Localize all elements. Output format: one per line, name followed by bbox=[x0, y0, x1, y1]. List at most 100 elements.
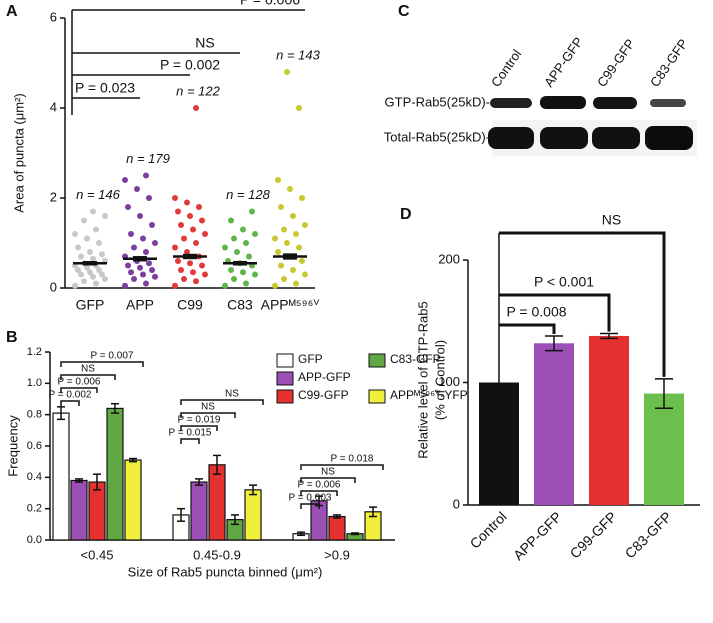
dot bbox=[187, 260, 193, 267]
p-value: P < 0.001 bbox=[534, 274, 594, 290]
dot bbox=[202, 271, 208, 278]
dot bbox=[134, 186, 140, 192]
dot bbox=[125, 262, 131, 269]
p-value: NS bbox=[602, 212, 621, 228]
dot bbox=[190, 226, 196, 233]
lane-label: C83-GFP bbox=[647, 36, 691, 90]
bar bbox=[644, 393, 684, 505]
dot bbox=[172, 244, 178, 251]
x-tick-label: APP-GFP bbox=[510, 508, 565, 563]
dot bbox=[87, 269, 93, 276]
lane-label: APP-GFP bbox=[541, 34, 586, 89]
dot bbox=[281, 276, 287, 282]
dot bbox=[81, 278, 87, 285]
dot bbox=[143, 249, 149, 255]
p-value: P = 0.006 bbox=[58, 377, 101, 388]
dot bbox=[78, 253, 84, 260]
dot bbox=[243, 240, 249, 246]
dot bbox=[122, 282, 128, 289]
y-tick-label: 0.6 bbox=[27, 440, 42, 452]
p-value: P = 0.019 bbox=[178, 415, 221, 426]
dot bbox=[125, 204, 131, 210]
bracket bbox=[180, 438, 200, 444]
dot bbox=[140, 235, 146, 242]
dot bbox=[196, 204, 202, 210]
dot bbox=[96, 240, 102, 246]
y-tick-label: 1.0 bbox=[27, 377, 42, 389]
dot bbox=[72, 231, 78, 237]
x-tick-label: C99-GFP bbox=[567, 508, 620, 561]
bar bbox=[589, 335, 629, 505]
lane-label: Control bbox=[488, 47, 524, 90]
y-tick-label: 6 bbox=[50, 9, 57, 24]
dot bbox=[146, 195, 152, 201]
x-tick-label: C83-GFP bbox=[622, 508, 675, 561]
dot bbox=[302, 271, 308, 278]
p-value: NS bbox=[321, 467, 335, 478]
dot bbox=[193, 105, 199, 111]
dot bbox=[275, 177, 281, 183]
x-tick-label: <0.45 bbox=[81, 547, 114, 562]
dot bbox=[181, 276, 187, 282]
dot bbox=[90, 208, 96, 215]
dot bbox=[75, 244, 81, 251]
dot bbox=[231, 276, 237, 282]
bar bbox=[190, 481, 208, 541]
dot bbox=[193, 240, 199, 246]
dot bbox=[102, 276, 108, 282]
p-value: P = 0.002 bbox=[49, 390, 92, 401]
bar bbox=[244, 489, 262, 541]
dot bbox=[172, 195, 178, 201]
dot bbox=[149, 267, 155, 273]
n-label: n = 128 bbox=[226, 187, 271, 202]
dot bbox=[84, 235, 90, 242]
dot bbox=[146, 260, 152, 267]
p-value: NS bbox=[195, 35, 214, 51]
bar bbox=[208, 464, 226, 541]
dot bbox=[81, 217, 87, 224]
dot bbox=[290, 213, 296, 219]
dot bbox=[178, 222, 184, 228]
dot bbox=[137, 264, 143, 271]
x-tick-label: GFP bbox=[76, 297, 105, 313]
dot bbox=[249, 208, 255, 215]
dot bbox=[75, 267, 81, 273]
dot bbox=[293, 231, 299, 237]
dot bbox=[143, 280, 149, 287]
dot bbox=[299, 195, 305, 201]
n-label: n = 122 bbox=[176, 83, 221, 98]
legend-swatch bbox=[276, 371, 294, 386]
dot bbox=[102, 213, 108, 219]
legend-label: C83-GFP bbox=[390, 352, 441, 366]
dot bbox=[90, 273, 96, 280]
p-value: P = 0.018 bbox=[331, 454, 374, 465]
band bbox=[540, 127, 588, 149]
panel-letter: C bbox=[398, 3, 410, 20]
dot bbox=[290, 267, 296, 273]
dot bbox=[287, 186, 293, 192]
p-value: P = 0.002 bbox=[160, 57, 220, 73]
bracket bbox=[60, 387, 98, 393]
x-tick-label: C83 bbox=[227, 297, 253, 313]
x-tick-label: Control bbox=[467, 508, 510, 551]
dot bbox=[149, 222, 155, 228]
lane-label: C99-GFP bbox=[594, 36, 638, 90]
dot bbox=[193, 278, 199, 285]
dot bbox=[275, 249, 281, 255]
bar bbox=[479, 382, 519, 505]
bracket bbox=[300, 503, 320, 509]
y-tick-label: 0.0 bbox=[27, 534, 42, 546]
dot bbox=[293, 280, 299, 287]
p-value: P = 0.015 bbox=[169, 428, 212, 439]
dot bbox=[72, 282, 78, 289]
dot bbox=[228, 217, 234, 224]
bracket bbox=[60, 361, 144, 367]
panel-letter: A bbox=[6, 3, 18, 20]
dot bbox=[128, 269, 134, 276]
band bbox=[540, 96, 586, 109]
dot bbox=[181, 235, 187, 242]
blot-row-label: Total-Rab5(25kD)- bbox=[384, 129, 490, 144]
dot bbox=[302, 222, 308, 228]
dot bbox=[90, 255, 96, 262]
